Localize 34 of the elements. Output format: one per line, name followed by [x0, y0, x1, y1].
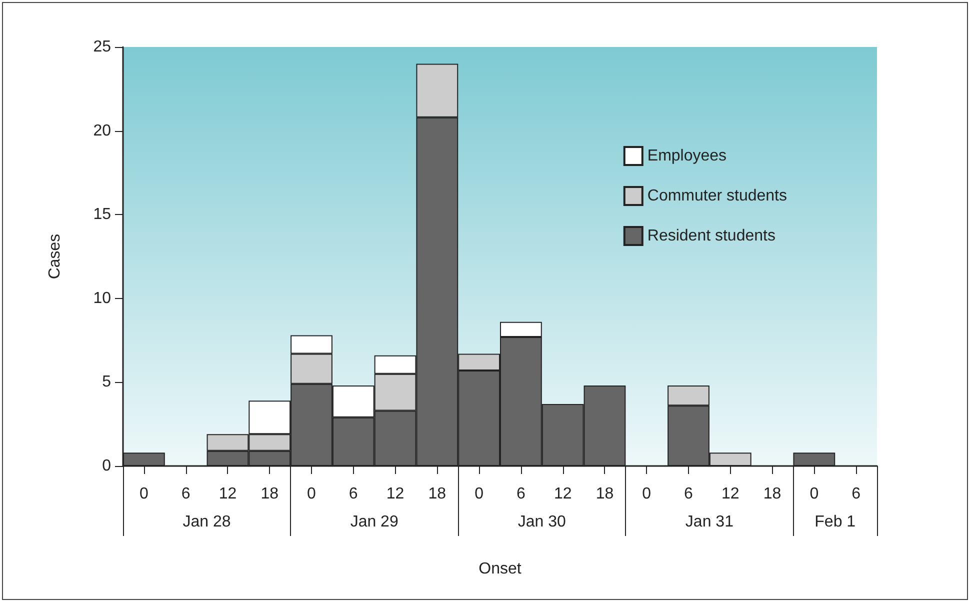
- x-axis-title: Onset: [478, 560, 522, 578]
- x-tick-label: 0: [307, 486, 316, 502]
- x-tick-label: 0: [810, 486, 819, 502]
- text: Feb 1: [814, 514, 856, 530]
- x-tick-label: 12: [721, 486, 740, 502]
- text: Jan 31: [685, 514, 734, 530]
- legend-label: Employees: [647, 148, 727, 164]
- y-axis-title: Cases: [46, 234, 64, 280]
- x-tick-label: 6: [684, 486, 694, 502]
- text: Jan 29: [350, 514, 398, 530]
- text: Jan 30: [518, 514, 566, 530]
- x-tick-label: 6: [348, 486, 358, 502]
- x-tick-label: 0: [642, 486, 652, 502]
- x-tick-label: 0: [139, 486, 148, 502]
- x-tick-label: 0: [474, 486, 484, 502]
- x-tick-label: 12: [218, 486, 237, 502]
- y-tick-label: 20: [93, 122, 112, 140]
- y-tick-label: 25: [93, 38, 112, 56]
- x-tick-label: 6: [516, 486, 526, 502]
- x-tick-label: 18: [428, 486, 446, 502]
- y-tick-label: 10: [93, 290, 112, 307]
- x-tick-label: 18: [763, 486, 782, 502]
- x-tick-label: 12: [554, 486, 572, 502]
- x-tick-label: 6: [852, 486, 861, 502]
- y-tick-label: 0: [102, 458, 112, 474]
- legend-label: Resident students: [647, 228, 776, 244]
- y-tick-label: 15: [93, 206, 112, 224]
- x-tick-label: 6: [181, 486, 190, 502]
- x-tick-label: 18: [596, 486, 614, 502]
- legend-label: Commuter students: [647, 188, 787, 204]
- x-tick-label: 12: [386, 486, 404, 502]
- x-tick-label: 18: [260, 486, 279, 502]
- text: Jan 28: [182, 514, 231, 530]
- y-tick-label: 5: [102, 374, 112, 391]
